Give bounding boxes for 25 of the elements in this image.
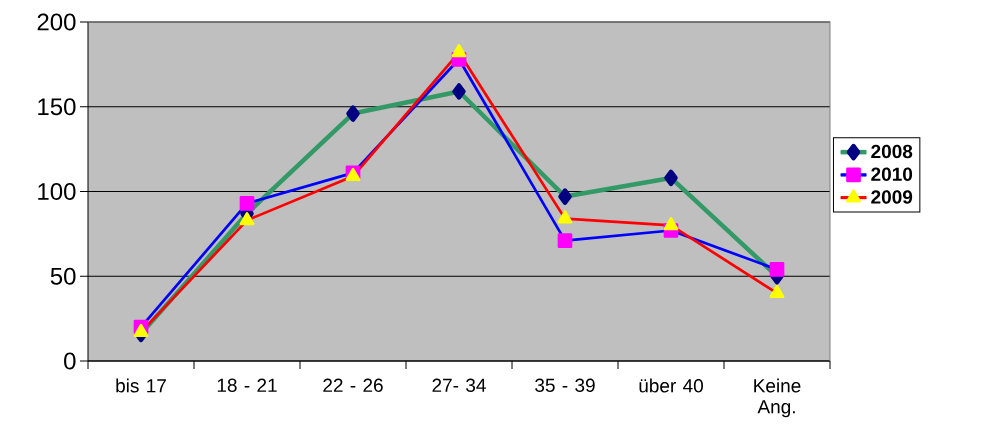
y-tick-label: 50 (50, 267, 76, 285)
x-tick-label: 18 - 21 (217, 378, 277, 392)
legend-label: 2010 (871, 167, 913, 181)
y-tick-label: 100 (38, 183, 76, 200)
x-tick-label: 27- 34 (432, 378, 486, 392)
point (558, 188, 572, 205)
x-tick-label: bis 17 (116, 378, 166, 393)
y-tick-label: 0 (64, 352, 76, 370)
y-tick-label: 150 (38, 98, 76, 116)
point (346, 105, 360, 122)
point (133, 323, 149, 338)
point (452, 83, 466, 100)
legend-label: 2009 (871, 190, 913, 204)
point (557, 233, 573, 248)
y-tick-label: 200 (37, 13, 76, 31)
x-tick-label: über 40 (639, 378, 703, 393)
x-tick-label: 35 - 39 (535, 378, 595, 392)
point (664, 169, 678, 187)
x-tick-label: Keine Ang. (754, 378, 801, 418)
legend-label: 2008 (871, 144, 913, 159)
point (769, 284, 785, 299)
x-tick-label: 22 - 26 (323, 378, 383, 392)
point (239, 211, 255, 226)
point (769, 262, 785, 277)
point (239, 196, 255, 211)
